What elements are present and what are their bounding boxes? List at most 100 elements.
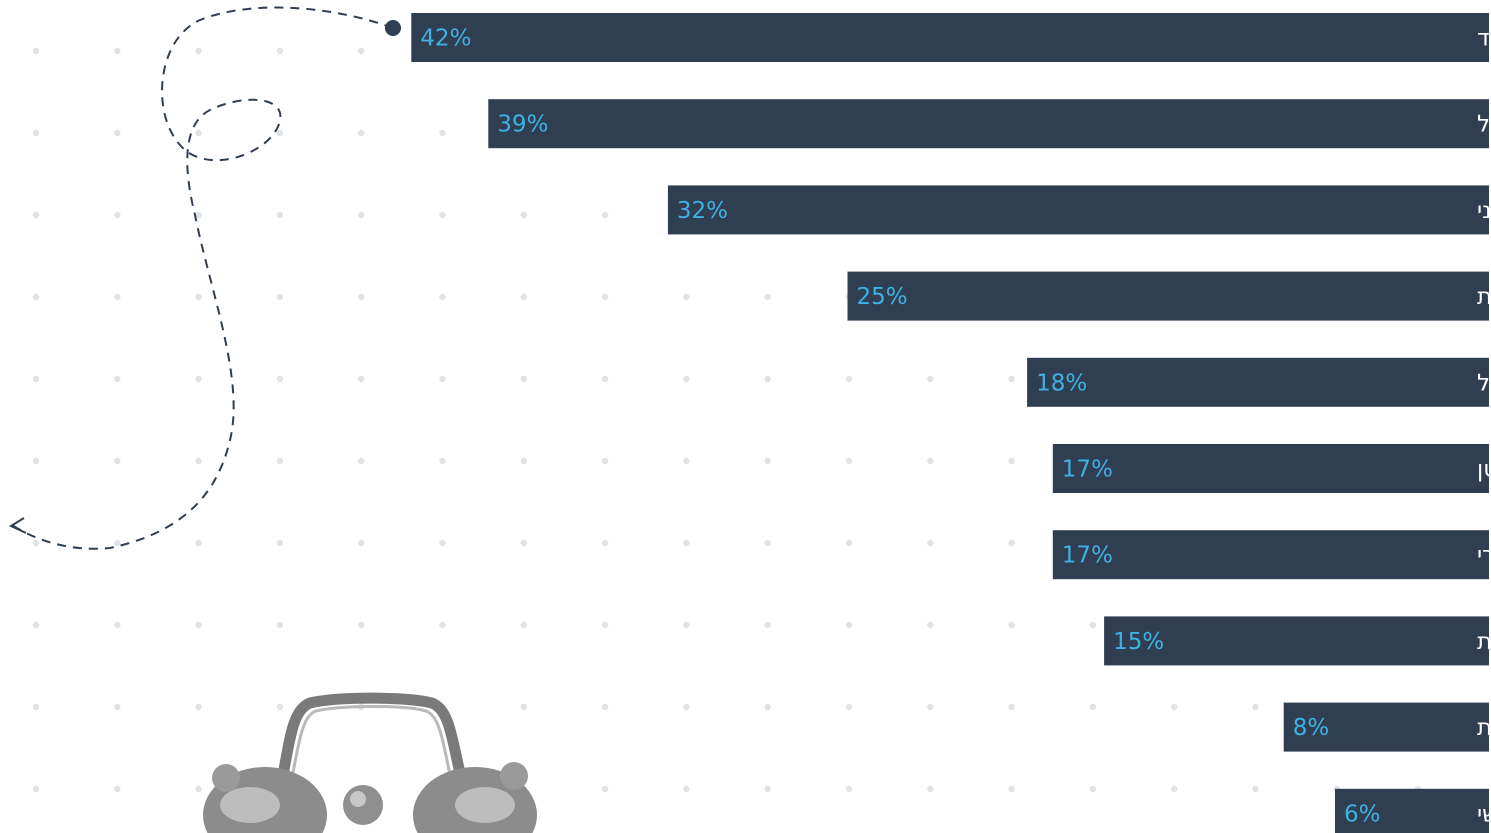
grid-dot — [439, 129, 446, 137]
category-label: מגזר שלישי — [1477, 801, 1491, 827]
grid-dot — [276, 539, 284, 547]
grid-dot — [276, 211, 284, 219]
clock-bell-left-shine — [220, 787, 280, 823]
bar — [488, 99, 1489, 149]
grid-dot — [845, 703, 853, 711]
grid-dot — [1089, 703, 1097, 711]
clock-bell-right-shine — [455, 787, 515, 823]
grid-dot — [520, 293, 527, 301]
grid-dot — [195, 457, 202, 465]
grid-dot — [439, 375, 446, 383]
grid-dot — [520, 457, 527, 465]
clock-knob-right — [500, 762, 528, 790]
data-label: 18% — [1036, 370, 1087, 396]
grid-dot — [276, 47, 284, 55]
grid-dot — [764, 703, 771, 711]
grid-dot — [683, 293, 690, 301]
category-label: משרד גדול — [1477, 112, 1491, 138]
category-label: חברה ממשלתית — [1477, 715, 1491, 741]
grid-dot — [114, 539, 121, 547]
grid-dot — [276, 457, 284, 465]
grid-dot — [32, 621, 40, 629]
grid-dot — [439, 293, 446, 301]
bar — [1283, 702, 1489, 752]
grid-dot — [358, 539, 365, 547]
bar — [667, 185, 1489, 235]
grid-dot — [927, 621, 934, 629]
category-label: משרד בינוני — [1477, 198, 1491, 224]
grid-dot — [114, 703, 121, 711]
dashed-loop-arrow-icon — [8, 6, 401, 550]
grid-dot — [601, 539, 609, 547]
grid-dot — [32, 293, 40, 301]
grid-dot — [32, 129, 40, 137]
path-start-dot — [385, 20, 401, 36]
grid-dot — [114, 293, 121, 301]
bar — [411, 13, 1489, 62]
grid-dot — [1008, 785, 1015, 793]
grid-dot — [32, 703, 40, 711]
grid-dot — [358, 129, 365, 137]
grid-dot — [520, 211, 527, 219]
grid-dot — [195, 785, 202, 793]
grid-dot — [276, 375, 284, 383]
grid-dot — [276, 129, 284, 137]
grid-dot — [114, 211, 121, 219]
grid-dot — [520, 375, 527, 383]
grid-dot — [439, 539, 446, 547]
grid-dot — [114, 47, 121, 55]
grid-dot — [845, 375, 853, 383]
grid-dot — [601, 621, 609, 629]
bar — [1335, 788, 1489, 833]
grid-dot — [683, 375, 690, 383]
grid-dot — [520, 703, 527, 711]
data-label: 42% — [420, 26, 471, 52]
grid-dot — [683, 539, 690, 547]
grid-dot — [32, 211, 40, 219]
grid-dot — [1089, 785, 1097, 793]
grid-dot — [358, 621, 365, 629]
bar — [1052, 530, 1489, 580]
clock-top-button-shine — [350, 791, 366, 807]
grid-dot — [845, 539, 853, 547]
bar — [1052, 444, 1489, 493]
grid-dot — [1008, 703, 1015, 711]
grid-dot — [358, 457, 365, 465]
grid-dot — [764, 539, 771, 547]
grid-dot — [683, 703, 690, 711]
grid-dot — [1008, 621, 1015, 629]
grid-dot — [358, 47, 365, 55]
grid-dot — [195, 47, 202, 55]
category-label: מגזר ציבורי — [1477, 543, 1491, 569]
category-label: חברה נסחרת בישראל — [1477, 370, 1491, 396]
grid-dot — [1171, 703, 1178, 711]
grid-dot — [114, 621, 121, 629]
bar — [1027, 357, 1489, 407]
grid-dot — [276, 293, 284, 301]
grid-dot — [358, 211, 365, 219]
grid-dot — [601, 785, 609, 793]
data-label: 25% — [857, 284, 908, 310]
grid-dot — [195, 621, 202, 629]
grid-dot — [32, 47, 40, 55]
grid-dot — [276, 621, 284, 629]
data-label: 39% — [497, 112, 548, 138]
data-label: 6% — [1344, 801, 1381, 827]
grid-dot — [32, 785, 40, 793]
grid-dot — [845, 457, 853, 465]
grid-dot — [195, 293, 202, 301]
clock-knob-left — [212, 764, 240, 792]
grid-dot — [683, 785, 690, 793]
grid-dot — [927, 785, 934, 793]
grid-dot — [601, 211, 609, 219]
clock-handle — [276, 692, 468, 788]
data-label: 32% — [677, 198, 728, 224]
grid-dot — [114, 375, 121, 383]
grid-dot — [1252, 785, 1259, 793]
grid-dot — [1252, 703, 1259, 711]
grid-dot — [114, 129, 121, 137]
category-label: חברה נסחרת בחו״ל / דואלית — [1477, 284, 1491, 310]
grid-dot — [1008, 539, 1015, 547]
